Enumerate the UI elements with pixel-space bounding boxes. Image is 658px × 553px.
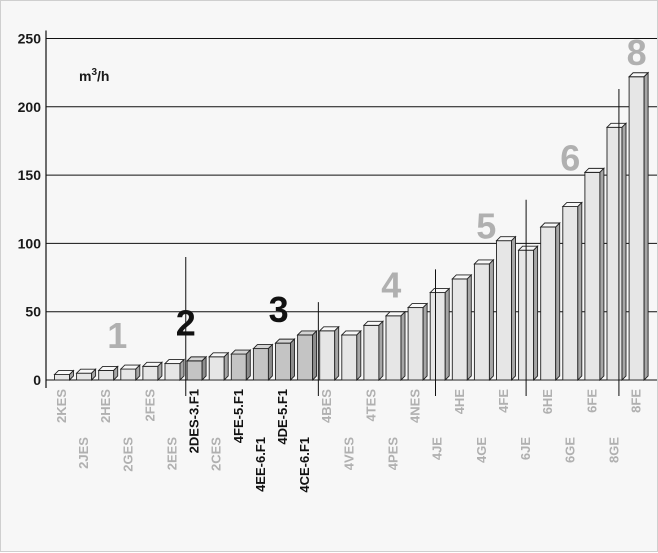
bar [274, 338, 296, 382]
group-label: 2 [176, 303, 196, 344]
y-tick-label: 50 [25, 304, 41, 320]
bar [186, 355, 208, 382]
x-tick-label: 4JE [430, 437, 445, 460]
group-label: 8 [627, 32, 647, 73]
y-axis: 0 50 100 150 200 250 [18, 30, 47, 388]
bar [163, 358, 186, 382]
bar [517, 245, 539, 382]
bar [230, 348, 252, 382]
group-label: 1 [107, 315, 127, 356]
x-tick-label: 4FE-5.F1 [231, 389, 246, 443]
bar [296, 329, 318, 382]
x-tick-label: 2EES [165, 437, 180, 471]
x-tick-label: 4NES [408, 389, 423, 423]
y-tick-label: 100 [18, 235, 42, 251]
x-tick-label: 4BES [319, 389, 334, 423]
x-tick-label: 4HE [452, 389, 467, 415]
group-labels: 1 2 3 4 5 6 8 [107, 32, 646, 356]
x-tick-labels: 2KES 2JES 2HES 2GES 2FES 2EES 2DES-3.F1 2CES 4FE… [54, 389, 644, 493]
x-tick-label: 4VES [341, 437, 356, 471]
bar [53, 369, 75, 382]
bar [141, 361, 163, 382]
bar [208, 351, 230, 382]
bar [407, 302, 429, 382]
bar [340, 329, 362, 382]
bars [53, 71, 650, 382]
x-tick-label: 2DES-3.F1 [187, 389, 202, 453]
bar [473, 258, 495, 382]
bar [583, 167, 605, 382]
group-label: 4 [381, 264, 401, 305]
x-tick-label: 2GES [120, 437, 135, 472]
group-label: 3 [269, 289, 289, 330]
bar [384, 310, 407, 382]
x-tick-label: 4GE [474, 437, 489, 463]
x-tick-label: 6GE [562, 437, 577, 463]
x-tick-label: 6JE [518, 437, 533, 460]
x-tick-label: 8FE [629, 389, 644, 413]
bar [119, 363, 141, 382]
x-tick-label: 2FES [142, 389, 157, 422]
bar [75, 368, 97, 382]
x-tick-label: 4EE-6.F1 [253, 437, 268, 492]
y-tick-label: 200 [18, 99, 42, 115]
group-label: 6 [560, 137, 580, 178]
x-tick-label: 6FE [584, 389, 599, 413]
bar [628, 71, 650, 382]
x-tick-label: 2CES [209, 437, 224, 471]
unit-label: m3/h [79, 67, 109, 84]
x-tick-label: 2JES [76, 437, 91, 469]
bar [362, 320, 384, 382]
bar [605, 122, 628, 382]
x-tick-label: 4CE-6.F1 [297, 437, 312, 493]
bar [252, 343, 274, 382]
x-tick-label: 4TES [363, 389, 378, 422]
x-tick-label: 6HE [540, 389, 555, 415]
x-tick-label: 4PES [386, 437, 401, 471]
x-tick-label: 4FE [496, 389, 511, 413]
group-label: 5 [476, 206, 496, 247]
bar [318, 325, 340, 382]
x-tick-label: 2HES [98, 389, 113, 423]
bar [97, 365, 119, 382]
y-tick-label: 150 [18, 167, 42, 183]
x-tick-label: 4DE-5.F1 [275, 389, 290, 445]
x-tick-label: 8GE [607, 437, 622, 463]
y-tick-label: 250 [18, 31, 42, 47]
bar [539, 221, 561, 382]
bar [451, 273, 473, 382]
bar [495, 235, 517, 382]
bar [561, 201, 583, 382]
bar [429, 287, 451, 382]
y-tick-label: 0 [33, 372, 41, 388]
x-tick-label: 2KES [54, 389, 69, 423]
group-separators [185, 89, 620, 396]
